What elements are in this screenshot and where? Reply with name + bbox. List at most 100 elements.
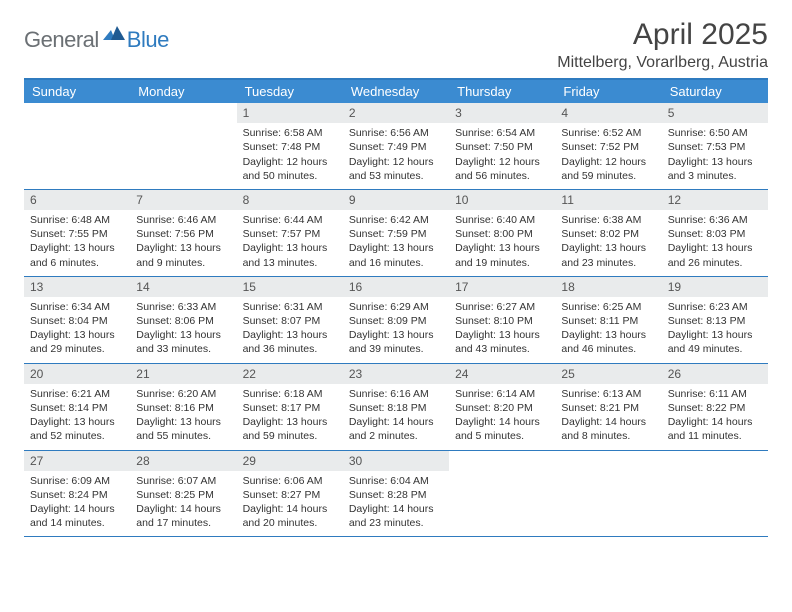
day-cell: 12 Sunrise: 6:36 AMSunset: 8:03 PMDayligh… bbox=[662, 190, 768, 276]
day-cell: 30 Sunrise: 6:04 AMSunset: 8:28 PMDayligh… bbox=[343, 451, 449, 537]
day-details: Sunrise: 6:33 AMSunset: 8:06 PMDaylight:… bbox=[136, 300, 230, 357]
weekday-label: Wednesday bbox=[343, 80, 449, 103]
logo-text-blue: Blue bbox=[127, 27, 169, 53]
title-block: April 2025 Mittelberg, Vorarlberg, Austr… bbox=[557, 18, 768, 72]
day-number: 10 bbox=[449, 190, 555, 210]
day-number: 13 bbox=[24, 277, 130, 297]
day-number: 21 bbox=[130, 364, 236, 384]
day-number: 1 bbox=[237, 103, 343, 123]
day-cell: 23 Sunrise: 6:16 AMSunset: 8:18 PMDayligh… bbox=[343, 364, 449, 450]
day-number: 26 bbox=[662, 364, 768, 384]
day-number: 20 bbox=[24, 364, 130, 384]
day-number: 2 bbox=[343, 103, 449, 123]
day-details: Sunrise: 6:42 AMSunset: 7:59 PMDaylight:… bbox=[349, 213, 443, 270]
day-cell: 18Sunrise: 6:25 AMSunset: 8:11 PMDayligh… bbox=[555, 277, 661, 363]
day-details: Sunrise: 6:40 AMSunset: 8:00 PMDaylight:… bbox=[455, 213, 549, 270]
header: General Blue April 2025 Mittelberg, Vora… bbox=[24, 18, 768, 72]
day-cell: 3 Sunrise: 6:54 AMSunset: 7:50 PMDaylight… bbox=[449, 103, 555, 189]
month-title: April 2025 bbox=[557, 18, 768, 52]
day-details: Sunrise: 6:34 AMSunset: 8:04 PMDaylight:… bbox=[30, 300, 124, 357]
day-cell: 11Sunrise: 6:38 AMSunset: 8:02 PMDayligh… bbox=[555, 190, 661, 276]
day-details: Sunrise: 6:23 AMSunset: 8:13 PMDaylight:… bbox=[668, 300, 762, 357]
day-number: 17 bbox=[449, 277, 555, 297]
day-cell: 8 Sunrise: 6:44 AMSunset: 7:57 PMDaylight… bbox=[237, 190, 343, 276]
day-cell: 13 Sunrise: 6:34 AMSunset: 8:04 PMDayligh… bbox=[24, 277, 130, 363]
day-cell: 14 Sunrise: 6:33 AMSunset: 8:06 PMDayligh… bbox=[130, 277, 236, 363]
day-number: 15 bbox=[237, 277, 343, 297]
day-number: 22 bbox=[237, 364, 343, 384]
day-number: 11 bbox=[555, 190, 661, 210]
day-details: Sunrise: 6:27 AMSunset: 8:10 PMDaylight:… bbox=[455, 300, 549, 357]
day-number: 5 bbox=[662, 103, 768, 123]
day-number: 25 bbox=[555, 364, 661, 384]
logo-text-general: General bbox=[24, 27, 99, 53]
logo-ribbon-icon bbox=[103, 24, 125, 45]
day-cell: 29 Sunrise: 6:06 AMSunset: 8:27 PMDayligh… bbox=[237, 451, 343, 537]
day-number: 12 bbox=[662, 190, 768, 210]
week-row: 20 Sunrise: 6:21 AMSunset: 8:14 PMDayligh… bbox=[24, 364, 768, 451]
day-cell: . bbox=[130, 103, 236, 189]
day-cell: 22 Sunrise: 6:18 AMSunset: 8:17 PMDayligh… bbox=[237, 364, 343, 450]
day-number: 16 bbox=[343, 277, 449, 297]
day-number: 27 bbox=[24, 451, 130, 471]
day-cell: 10 Sunrise: 6:40 AMSunset: 8:00 PMDayligh… bbox=[449, 190, 555, 276]
day-number: 18 bbox=[555, 277, 661, 297]
day-number: 29 bbox=[237, 451, 343, 471]
day-details: Sunrise: 6:07 AMSunset: 8:25 PMDaylight:… bbox=[136, 474, 230, 531]
day-number: 30 bbox=[343, 451, 449, 471]
week-row: 6Sunrise: 6:48 AMSunset: 7:55 PMDaylight… bbox=[24, 190, 768, 277]
day-cell: 15 Sunrise: 6:31 AMSunset: 8:07 PMDayligh… bbox=[237, 277, 343, 363]
day-details: Sunrise: 6:18 AMSunset: 8:17 PMDaylight:… bbox=[243, 387, 337, 444]
day-number: 8 bbox=[237, 190, 343, 210]
day-cell: 16 Sunrise: 6:29 AMSunset: 8:09 PMDayligh… bbox=[343, 277, 449, 363]
day-details: Sunrise: 6:52 AMSunset: 7:52 PMDaylight:… bbox=[561, 126, 655, 183]
day-details: Sunrise: 6:14 AMSunset: 8:20 PMDaylight:… bbox=[455, 387, 549, 444]
day-number: 3 bbox=[449, 103, 555, 123]
weekday-label: Tuesday bbox=[237, 80, 343, 103]
day-details: Sunrise: 6:09 AMSunset: 8:24 PMDaylight:… bbox=[30, 474, 124, 531]
day-details: Sunrise: 6:04 AMSunset: 8:28 PMDaylight:… bbox=[349, 474, 443, 531]
day-cell: 25 Sunrise: 6:13 AMSunset: 8:21 PMDayligh… bbox=[555, 364, 661, 450]
day-details: Sunrise: 6:36 AMSunset: 8:03 PMDaylight:… bbox=[668, 213, 762, 270]
day-details: Sunrise: 6:20 AMSunset: 8:16 PMDaylight:… bbox=[136, 387, 230, 444]
day-cell: 28 Sunrise: 6:07 AMSunset: 8:25 PMDayligh… bbox=[130, 451, 236, 537]
weekday-label: Monday bbox=[130, 80, 236, 103]
day-number: 14 bbox=[130, 277, 236, 297]
logo: General Blue bbox=[24, 24, 169, 55]
day-number: 7 bbox=[130, 190, 236, 210]
day-cell: 5 Sunrise: 6:50 AMSunset: 7:53 PMDaylight… bbox=[662, 103, 768, 189]
day-details: Sunrise: 6:06 AMSunset: 8:27 PMDaylight:… bbox=[243, 474, 337, 531]
day-details: Sunrise: 6:11 AMSunset: 8:22 PMDaylight:… bbox=[668, 387, 762, 444]
weekday-label: Friday bbox=[555, 80, 661, 103]
day-cell: 24Sunrise: 6:14 AMSunset: 8:20 PMDayligh… bbox=[449, 364, 555, 450]
day-number: 28 bbox=[130, 451, 236, 471]
day-cell: 17 Sunrise: 6:27 AMSunset: 8:10 PMDayligh… bbox=[449, 277, 555, 363]
weekday-label: Saturday bbox=[662, 80, 768, 103]
day-cell: 27 Sunrise: 6:09 AMSunset: 8:24 PMDayligh… bbox=[24, 451, 130, 537]
day-number: 4 bbox=[555, 103, 661, 123]
day-details: Sunrise: 6:16 AMSunset: 8:18 PMDaylight:… bbox=[349, 387, 443, 444]
day-number: 19 bbox=[662, 277, 768, 297]
day-cell: 21 Sunrise: 6:20 AMSunset: 8:16 PMDayligh… bbox=[130, 364, 236, 450]
day-details: Sunrise: 6:29 AMSunset: 8:09 PMDaylight:… bbox=[349, 300, 443, 357]
day-details: Sunrise: 6:56 AMSunset: 7:49 PMDaylight:… bbox=[349, 126, 443, 183]
day-number: 23 bbox=[343, 364, 449, 384]
day-cell: 4 Sunrise: 6:52 AMSunset: 7:52 PMDaylight… bbox=[555, 103, 661, 189]
location: Mittelberg, Vorarlberg, Austria bbox=[557, 54, 768, 72]
day-details: Sunrise: 6:13 AMSunset: 8:21 PMDaylight:… bbox=[561, 387, 655, 444]
day-cell: 6Sunrise: 6:48 AMSunset: 7:55 PMDaylight… bbox=[24, 190, 130, 276]
weekday-header: SundayMondayTuesdayWednesdayThursdayFrid… bbox=[24, 80, 768, 103]
day-details: Sunrise: 6:50 AMSunset: 7:53 PMDaylight:… bbox=[668, 126, 762, 183]
day-details: Sunrise: 6:44 AMSunset: 7:57 PMDaylight:… bbox=[243, 213, 337, 270]
weekday-label: Thursday bbox=[449, 80, 555, 103]
day-details: Sunrise: 6:31 AMSunset: 8:07 PMDaylight:… bbox=[243, 300, 337, 357]
day-cell: . bbox=[662, 451, 768, 537]
day-cell: . bbox=[24, 103, 130, 189]
day-details: Sunrise: 6:54 AMSunset: 7:50 PMDaylight:… bbox=[455, 126, 549, 183]
day-details: Sunrise: 6:21 AMSunset: 8:14 PMDaylight:… bbox=[30, 387, 124, 444]
day-cell: 26 Sunrise: 6:11 AMSunset: 8:22 PMDayligh… bbox=[662, 364, 768, 450]
day-cell: 7Sunrise: 6:46 AMSunset: 7:56 PMDaylight… bbox=[130, 190, 236, 276]
day-cell: 1Sunrise: 6:58 AMSunset: 7:48 PMDaylight… bbox=[237, 103, 343, 189]
day-cell: 19 Sunrise: 6:23 AMSunset: 8:13 PMDayligh… bbox=[662, 277, 768, 363]
day-details: Sunrise: 6:48 AMSunset: 7:55 PMDaylight:… bbox=[30, 213, 124, 270]
